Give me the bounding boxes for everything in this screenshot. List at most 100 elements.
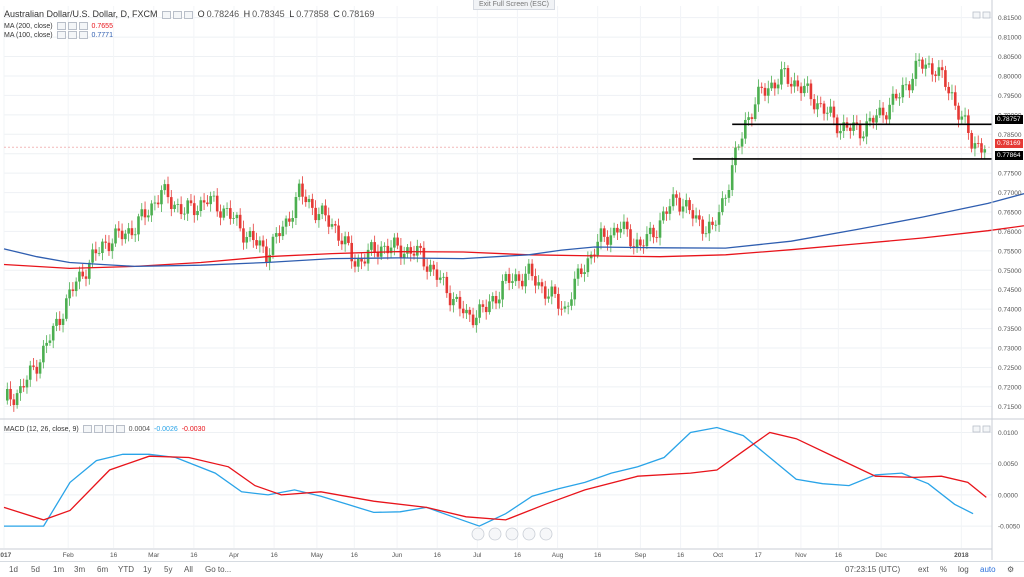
settings-icon[interactable]	[82, 425, 92, 433]
candle-body	[711, 221, 714, 225]
candle-body	[58, 318, 62, 325]
collapse-pane-icon	[972, 425, 981, 433]
candle-body	[373, 242, 376, 253]
candle-body	[924, 64, 928, 69]
candle-body	[84, 276, 88, 279]
goto-date-button[interactable]: Go to...	[205, 565, 232, 574]
log-scale-toggle[interactable]: log	[958, 565, 969, 574]
ohlc-close: 0.78169	[341, 9, 375, 19]
candle-body	[189, 200, 193, 204]
candle-body	[983, 149, 987, 153]
price-label-support: 0.77864	[995, 151, 1023, 160]
range-all[interactable]: All	[184, 565, 193, 574]
candle-body	[550, 286, 554, 297]
candle-body	[350, 242, 353, 262]
ma200-value: 0.7655	[91, 22, 113, 30]
range-5y[interactable]: 5y	[164, 565, 173, 574]
price-tick-label: 0.73500	[998, 326, 1022, 333]
candle-body	[727, 190, 731, 198]
candle-body	[383, 245, 386, 247]
candle-body	[238, 214, 242, 229]
candle-body	[963, 115, 967, 117]
legend-symbol: Australian Dollar/U.S. Dollar, D, FXCM O…	[4, 9, 375, 19]
candle-body	[832, 106, 836, 118]
price-tick-label: 0.81000	[998, 35, 1022, 42]
eye-icon[interactable]	[78, 22, 88, 30]
candle-body	[747, 117, 750, 120]
ohlc-low: 0.77858	[296, 9, 329, 19]
price-tick-label: 0.72500	[998, 365, 1022, 372]
range-1m[interactable]: 1m	[53, 565, 65, 574]
eye-icon[interactable]	[184, 10, 194, 19]
extended-hours-toggle[interactable]: ext	[918, 565, 929, 574]
range-6m[interactable]: 6m	[97, 565, 109, 574]
settings-icon[interactable]	[162, 10, 172, 19]
candle-body	[527, 263, 531, 274]
candle-body	[580, 268, 583, 275]
symbol-title: Australian Dollar/U.S. Dollar, D, FXCM	[4, 9, 158, 19]
candle-body	[520, 280, 524, 287]
candle-body	[363, 261, 367, 264]
candle-body	[314, 207, 317, 221]
range-5d[interactable]: 5d	[31, 565, 40, 574]
zoom-out-icon	[488, 527, 502, 541]
time-tick-label: 17	[755, 552, 763, 559]
candle-body	[917, 59, 921, 61]
candle-body	[671, 194, 675, 207]
candle-body	[547, 296, 550, 299]
eye-icon[interactable]	[104, 425, 114, 433]
eye-icon[interactable]	[78, 31, 88, 39]
candle-body	[209, 196, 212, 205]
settings-icon[interactable]	[56, 22, 66, 30]
candle-body	[366, 249, 370, 264]
candle-body	[356, 257, 360, 267]
ohlc-high: 0.78345	[252, 9, 285, 19]
candle-body	[878, 107, 882, 116]
price-tick-label: 0.78500	[998, 132, 1022, 139]
close-icon[interactable]	[173, 10, 183, 19]
candle-body	[576, 268, 580, 279]
percent-scale-toggle[interactable]: %	[940, 565, 948, 574]
close-icon[interactable]	[93, 425, 103, 433]
time-tick-label: Apr	[229, 552, 240, 559]
candle-body	[386, 245, 390, 254]
settings-icon[interactable]	[56, 31, 66, 39]
candle-body	[684, 200, 688, 207]
indicator-lines	[3, 123, 1024, 527]
gear-icon[interactable]: ⚙	[1007, 565, 1015, 574]
candle-body	[494, 296, 498, 304]
candle-body	[865, 121, 868, 137]
legend-ma100: MA (100, close) 0.7771	[4, 31, 115, 39]
close-icon[interactable]	[67, 22, 77, 30]
candle-body	[452, 298, 455, 306]
more-icon[interactable]	[115, 425, 125, 433]
candle-body	[311, 198, 314, 208]
price-tick-label: 0.72000	[998, 384, 1022, 391]
auto-scale-toggle[interactable]: auto	[980, 565, 996, 574]
candle-body	[343, 236, 347, 245]
range-3m[interactable]: 3m	[74, 565, 86, 574]
macd-tick-label: 0.0100	[998, 430, 1018, 437]
candle-body	[858, 123, 862, 139]
range-1y[interactable]: 1y	[143, 565, 152, 574]
collapse-pane-icon	[972, 11, 981, 19]
candle-body	[875, 115, 878, 123]
candle-body	[458, 296, 462, 309]
range-ytd[interactable]: YTD	[118, 565, 134, 574]
exit-fullscreen-button[interactable]: Exit Full Screen (ESC)	[473, 0, 555, 10]
candle-body	[707, 221, 711, 234]
candle-body	[140, 209, 144, 217]
range-1d[interactable]: 1d	[9, 565, 18, 574]
candle-body	[560, 308, 563, 310]
time-tick-label: 2018	[954, 552, 969, 559]
candle-body	[147, 215, 150, 218]
candle-body	[124, 233, 127, 240]
candle-body	[593, 254, 596, 256]
candle-body	[504, 274, 508, 281]
candle-body	[652, 227, 655, 238]
candle-body	[704, 233, 708, 235]
close-icon[interactable]	[67, 31, 77, 39]
candle-body	[583, 272, 586, 275]
candle-body	[498, 299, 501, 304]
